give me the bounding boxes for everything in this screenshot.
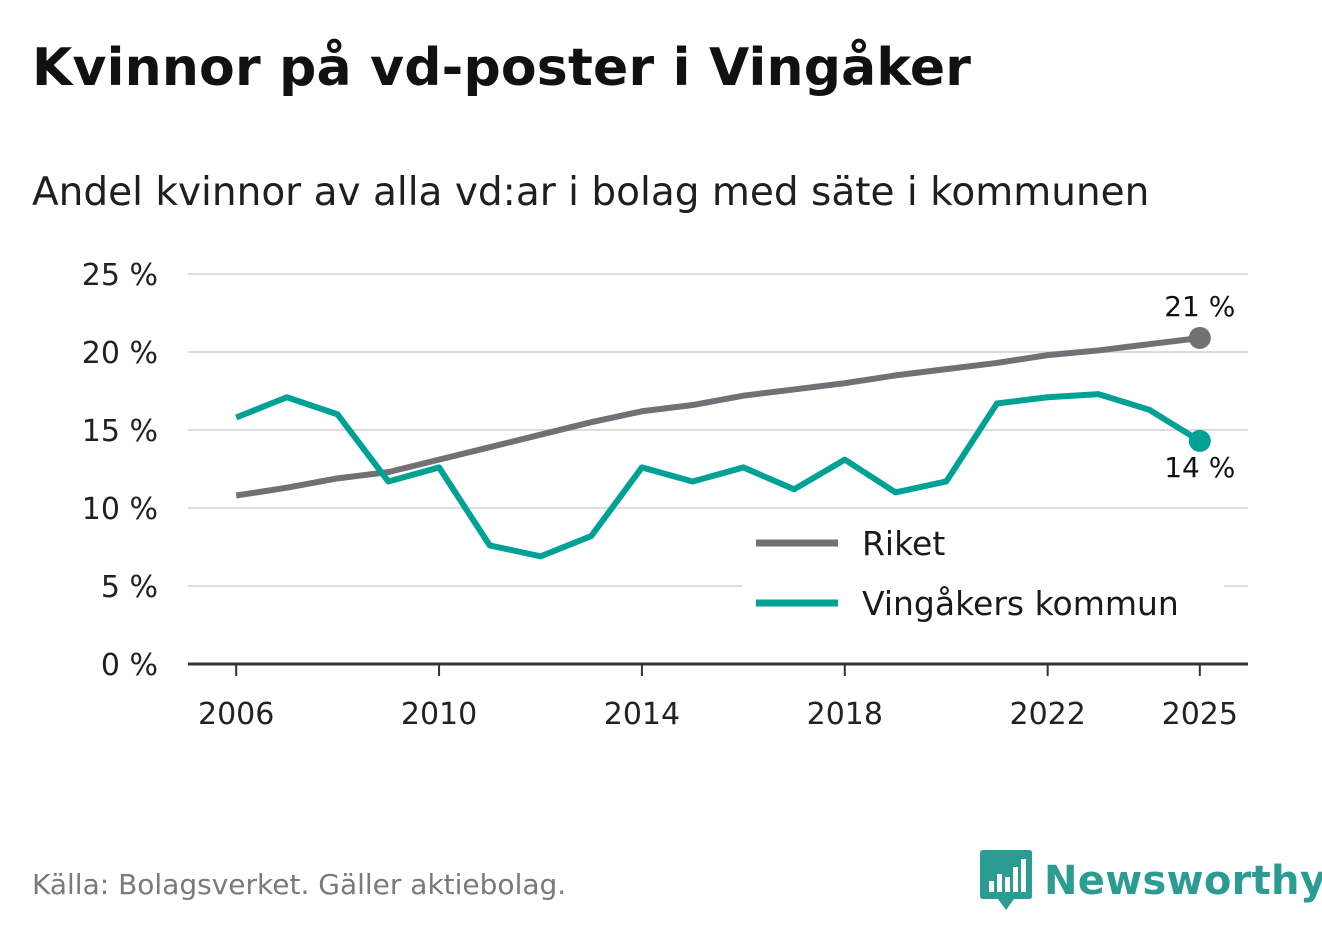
brand-name: Newsworthy: [1044, 858, 1322, 904]
chart-title: Kvinnor på vd-poster i Vingåker: [32, 38, 972, 98]
series-line-1: [235, 391, 1202, 560]
x-tick-label: 2006: [198, 697, 274, 732]
x-tick-label: 2010: [401, 697, 477, 732]
series-end-label-0: 21 %: [1164, 290, 1235, 323]
x-tick-label: 2014: [604, 697, 680, 732]
x-tick-label: 2018: [807, 697, 883, 732]
brand-logo[interactable]: Newsworthy: [980, 850, 1322, 912]
y-tick-label: 20 %: [82, 336, 158, 371]
legend-label-1: Vingåkers kommun: [862, 584, 1179, 623]
line-chart: 0 % 5 % 10 % 15 % 20 % 25 % 2006 2010 2014 2018 20…: [82, 258, 1248, 732]
series-end-label-1: 14 %: [1164, 451, 1235, 484]
source-note: Källa: Bolagsverket. Gäller aktiebolag.: [32, 868, 567, 901]
series-line-0: [235, 334, 1201, 499]
legend-background: [742, 516, 1224, 636]
x-tick-label: 2025: [1162, 697, 1238, 732]
x-tick-label: 2022: [1009, 697, 1085, 732]
legend-label-0: Riket: [862, 524, 945, 563]
series-end-point-0: [1188, 326, 1211, 349]
y-tick-label: 0 %: [101, 648, 158, 683]
chart-subtitle: Andel kvinnor av alla vd:ar i bolag med …: [32, 170, 1150, 215]
y-tick-label: 10 %: [82, 492, 158, 527]
y-tick-label: 5 %: [101, 570, 158, 605]
bar-chart-speech-bubble-icon: [980, 850, 1032, 910]
series-end-point-1: [1188, 429, 1211, 452]
y-tick-label: 25 %: [82, 258, 158, 293]
y-tick-label: 15 %: [82, 414, 158, 449]
